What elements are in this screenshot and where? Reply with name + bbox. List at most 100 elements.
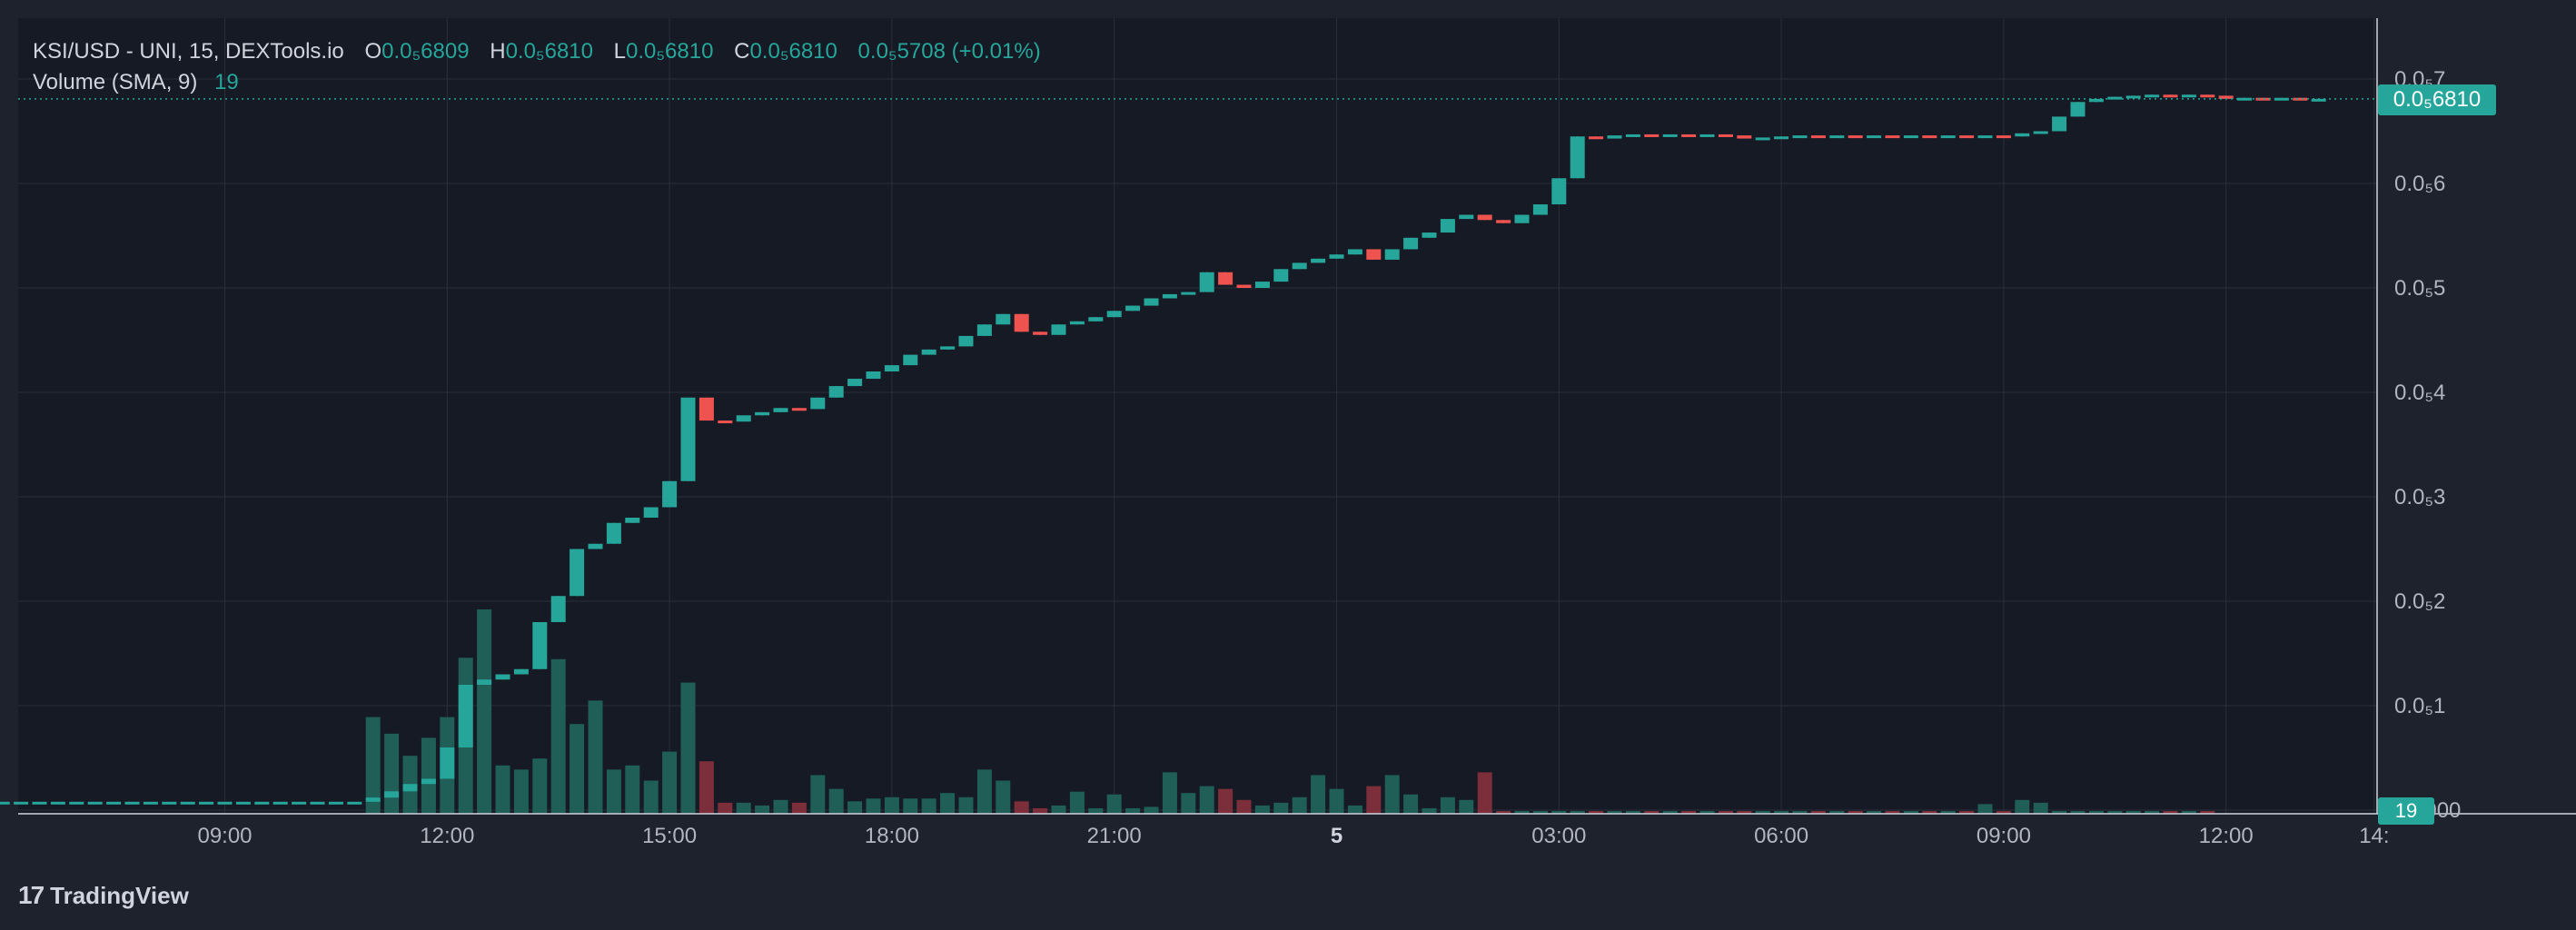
volume-bar (550, 658, 566, 814)
candle-body (1218, 272, 1234, 285)
chart-legend: KSI/USD - UNI, 15, DEXTools.io O0.0₅6809… (33, 36, 1041, 98)
volume-bar (1996, 810, 2011, 814)
candle-body (736, 415, 751, 422)
candle-body (495, 674, 510, 680)
candle-body (1273, 269, 1289, 282)
time-axis-label: 12:00 (2199, 824, 2254, 848)
candle-body (755, 411, 770, 416)
candle-body (2125, 95, 2141, 99)
volume-bar (2163, 810, 2178, 814)
legend-symbol[interactable]: KSI/USD - UNI, 15, DEXTools.io (33, 39, 344, 64)
candle-body (440, 747, 455, 779)
candle-body (217, 801, 233, 805)
candle-body (477, 679, 492, 685)
candle-body (940, 346, 956, 350)
volume-bar (365, 717, 381, 814)
time-axis-label: 21:00 (1087, 824, 1142, 848)
candle-body (1774, 136, 1789, 140)
volume-bar (495, 765, 510, 814)
candle-body (903, 354, 918, 366)
candle-body (2293, 97, 2308, 101)
candle-body (718, 420, 733, 424)
candle-body (2070, 102, 2086, 117)
candle-body (570, 549, 585, 597)
candle-body (1403, 237, 1419, 250)
volume-bar (588, 700, 603, 814)
legend-volume-value: 19 (214, 70, 239, 94)
time-axis-label: 14: (2359, 824, 2389, 848)
price-axis-label: 0.0₅1 (2394, 694, 2445, 718)
candle-body (180, 801, 195, 805)
volume-bar (1496, 810, 1511, 814)
volume-bar (736, 802, 751, 814)
candle-body (1236, 284, 1252, 288)
volume-bar (2145, 810, 2160, 814)
candle-body (625, 518, 640, 523)
legend-volume-label[interactable]: Volume (SMA, 9) (33, 70, 198, 94)
candle-body (513, 668, 529, 675)
candle-body (1903, 135, 1918, 139)
tradingview-brand[interactable]: 17 TradingView (18, 881, 189, 910)
candle-body (254, 801, 270, 805)
volume-bar (1551, 810, 1567, 814)
candle-body (87, 801, 103, 805)
time-axis-label: 15:00 (642, 824, 697, 848)
tradingview-brand-name: TradingView (50, 881, 189, 909)
candle-body (235, 801, 251, 805)
candle-body (1607, 135, 1622, 139)
candle-body (976, 324, 992, 336)
volume-bar (1459, 799, 1474, 814)
candle-body (680, 397, 696, 481)
candle-body (2107, 96, 2123, 100)
candle-body (1829, 135, 1845, 139)
volume-bar (625, 765, 640, 814)
candle-body (32, 801, 47, 805)
volume-bar (1755, 810, 1770, 814)
price-axis-label: 0.0₅6 (2394, 172, 2445, 196)
volume-bar (2181, 810, 2196, 814)
candle-body (606, 522, 621, 544)
candle-body (1940, 135, 1956, 139)
candle-body (1014, 313, 1029, 332)
candle-body (662, 480, 678, 508)
volume-bar (2015, 799, 2030, 814)
candle-body (162, 801, 177, 805)
volume-bar (1514, 810, 1530, 814)
candle-body (1996, 135, 2011, 139)
volume-bar (1848, 810, 1863, 814)
volume-bar (421, 737, 436, 814)
candle-body (2015, 133, 2030, 137)
volume-bar (1903, 810, 1918, 814)
volume-bar (1329, 788, 1344, 814)
time-axis-label: 09:00 (1977, 824, 2031, 848)
volume-bar (2107, 810, 2123, 814)
candle-body (884, 365, 899, 371)
volume-bar (1681, 810, 1697, 814)
volume-bar (1867, 810, 1882, 814)
volume-bar (1051, 805, 1066, 814)
candle-body (2255, 97, 2271, 101)
volume-bar (940, 793, 956, 814)
candle-body (1922, 135, 1937, 139)
price-axis-label: 0.0₅2 (2394, 589, 2445, 614)
volume-bar (1718, 810, 1733, 814)
candle-body (1792, 135, 1808, 139)
volume-bar (1236, 799, 1252, 814)
volume-bar (1384, 775, 1400, 814)
last-price-tag: 0.0₅6810 (2378, 84, 2496, 115)
candle-body (958, 335, 974, 347)
candle-body (1496, 220, 1511, 223)
candle-body (2033, 131, 2048, 134)
candle-body (2218, 95, 2234, 99)
volume-bar (1699, 810, 1715, 814)
time-axis-label: 09:00 (197, 824, 252, 848)
candle-body (384, 791, 400, 798)
candle-body (773, 408, 788, 412)
volume-bar (1532, 810, 1548, 814)
plot-area (18, 18, 2377, 814)
candle-body (1069, 321, 1085, 325)
candle-body (1125, 305, 1141, 312)
volume-bar (1922, 810, 1937, 814)
candle-body (1551, 178, 1567, 204)
